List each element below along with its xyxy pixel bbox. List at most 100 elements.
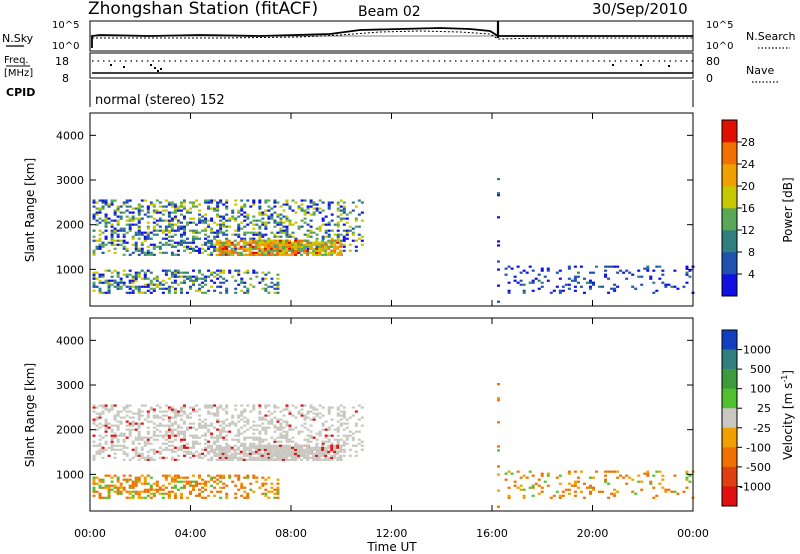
- power-echo-cell: [312, 253, 316, 256]
- velocity-echo-cell: [125, 428, 129, 431]
- power-echo-cell: [351, 209, 355, 212]
- power-echo-cell: [309, 205, 313, 208]
- power-echo-cell: [507, 291, 511, 294]
- power-echo-cell: [267, 285, 271, 288]
- power-echo-cell: [324, 229, 328, 232]
- power-echo-cell: [131, 251, 135, 254]
- velocity-echo-cell: [170, 458, 174, 461]
- power-echo-cell: [258, 249, 262, 252]
- power-echo-cell: [137, 273, 141, 276]
- velocity-echo-cell: [252, 438, 256, 441]
- power-echo-cell: [224, 245, 228, 248]
- velocity-echo-cell: [534, 482, 538, 485]
- power-echo-cell: [339, 209, 343, 212]
- power-echo-cell: [110, 239, 114, 242]
- velocity-echo-cell: [95, 444, 99, 447]
- power-echo-cell: [218, 249, 222, 252]
- power-echo-cell: [258, 219, 262, 222]
- power-echo-cell: [297, 241, 301, 244]
- power-echo-cell: [128, 205, 132, 208]
- velocity-echo-cell: [321, 442, 325, 445]
- power-echo-cell: [216, 205, 220, 208]
- velocity-echo-cell: [303, 418, 307, 421]
- velocity-echo-cell: [234, 474, 238, 477]
- velocity-echo-cell: [198, 494, 202, 497]
- power-echo-cell: [188, 277, 192, 280]
- power-echo-cell: [246, 269, 250, 272]
- velocity-echo-cell: [336, 426, 340, 429]
- power-echo-cell: [213, 199, 217, 202]
- power-echo-cell: [309, 229, 313, 232]
- velocity-echo-cell: [204, 484, 208, 487]
- power-echo-cell: [291, 245, 294, 248]
- power-echo-cell: [192, 201, 196, 204]
- velocity-echo-cell: [134, 492, 138, 495]
- power-echo-cell: [98, 289, 102, 292]
- velocity-echo-cell: [222, 430, 226, 433]
- colorbar-swatch: [722, 208, 737, 231]
- velocity-echo-cell: [131, 494, 135, 497]
- velocity-echo-cell: [170, 440, 174, 443]
- velocity-echo-cell: [327, 444, 331, 447]
- power-echo-cell: [315, 227, 319, 230]
- velocity-echo-cell: [155, 438, 159, 441]
- power-echo-cell: [248, 251, 252, 254]
- velocity-echo-cell: [131, 422, 135, 425]
- power-echo-cell: [300, 241, 304, 244]
- velocity-echo-cell: [95, 418, 99, 421]
- power-echo-cell: [239, 247, 243, 250]
- velocity-echo-cell: [116, 476, 120, 479]
- velocity-echo-cell: [98, 480, 102, 483]
- velocity-echo-cell: [192, 440, 196, 443]
- power-echo-cell: [625, 269, 629, 272]
- velocity-echo-cell: [210, 476, 214, 479]
- velocity-echo-cell: [252, 408, 256, 411]
- velocity-echo-cell: [204, 496, 208, 499]
- velocity-echo-cell: [207, 480, 211, 483]
- power-echo-cell: [228, 225, 232, 228]
- power-echo-cell: [240, 237, 244, 240]
- power-echo-cell: [275, 247, 279, 250]
- power-echo-cell: [128, 269, 132, 272]
- velocity-echo-cell: [228, 424, 232, 427]
- power-echo-cell: [351, 201, 355, 204]
- velocity-echo-cell: [216, 440, 220, 443]
- power-echo-cell: [152, 227, 156, 230]
- velocity-echo-cell: [146, 458, 150, 461]
- power-echo-cell: [303, 211, 307, 214]
- velocity-echo-cell: [278, 458, 282, 461]
- velocity-echo-cell: [219, 420, 223, 423]
- velocity-echo-cell: [137, 492, 141, 495]
- velocity-echo-cell: [125, 410, 129, 413]
- power-echo-cell: [260, 239, 264, 242]
- power-echo-cell: [128, 291, 132, 294]
- velocity-echo-cell: [225, 410, 229, 413]
- velocity-echo-cell: [685, 478, 689, 481]
- velocity-echo-cell: [170, 416, 174, 419]
- velocity-echo-cell: [294, 442, 298, 445]
- velocity-echo-cell: [95, 428, 99, 431]
- velocity-echo-cell: [110, 428, 114, 431]
- velocity-echo-cell: [327, 446, 331, 449]
- power-echo-cell: [210, 251, 214, 254]
- power-echo-cell: [267, 291, 271, 294]
- power-echo-cell: [658, 265, 662, 268]
- velocity-echo-cell: [330, 450, 334, 453]
- power-echo-cell: [318, 229, 322, 232]
- power-echo-cell: [258, 231, 262, 234]
- velocity-colorbar-swatches: [722, 330, 737, 507]
- power-echo-cell: [297, 205, 301, 208]
- power-echo-cell: [281, 253, 285, 256]
- colorbar-swatch: [722, 466, 737, 487]
- power-echo-cell: [303, 209, 307, 212]
- power-echo-cell: [146, 233, 150, 236]
- power-echo-cell: [210, 271, 214, 274]
- power-echo-cell: [116, 239, 120, 242]
- velocity-echo-cell: [113, 424, 117, 427]
- power-echo-cell: [252, 201, 256, 204]
- velocity-echo-cell: [164, 486, 168, 489]
- power-echo-cell: [213, 243, 217, 246]
- power-echo-cell: [125, 219, 129, 222]
- power-echo-cell: [243, 233, 247, 236]
- velocity-echo-cell: [234, 452, 238, 455]
